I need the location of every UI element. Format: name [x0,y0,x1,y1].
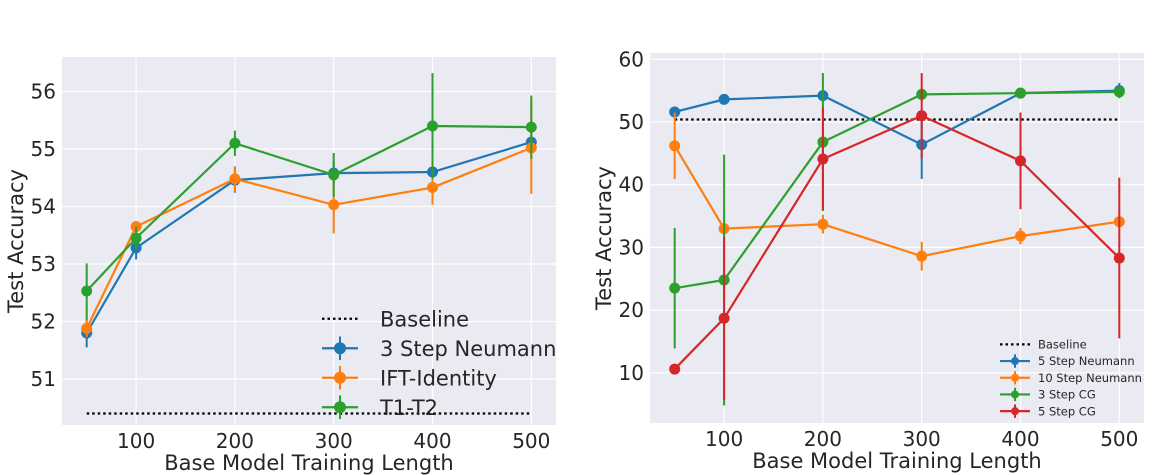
y-tick-label: 52 [31,310,56,334]
x-tick-label: 300 [315,429,353,453]
legend-swatch-marker [334,401,346,414]
data-point [328,169,340,181]
x-tick-label: 400 [1001,427,1039,451]
y-tick-label: 60 [619,47,644,71]
x-tick-label: 500 [512,429,550,453]
data-point [1015,87,1026,99]
data-point [669,363,681,375]
data-point [130,232,142,244]
series-line [673,145,1120,258]
data-point [1113,252,1125,264]
data-point [669,282,681,294]
legend-label: IFT-Identity [380,366,497,390]
legend-swatch-marker [334,342,346,355]
legend-label: 5 Step Neumann [1038,354,1135,368]
legend-swatch-marker [334,371,346,384]
y-tick-label: 51 [31,367,56,391]
series-line [673,114,1121,370]
series-line [85,146,532,329]
legend: Baseline 5 Step Neumann 10 Step Neumann 3 S… [1000,337,1142,418]
y-axis-label: Test Accuracy [592,166,616,311]
series-t1-t2 [81,73,537,319]
legend-label: 5 Step CG [1038,404,1096,418]
y-tick-label: 56 [31,80,56,104]
series-line [85,141,532,334]
x-tick-label: 200 [804,427,842,451]
data-point [229,173,241,185]
x-tick-label: 400 [413,429,451,453]
legend-swatch-marker [1011,407,1019,416]
data-point [229,137,241,149]
x-axis-label: Base Model Training Length [164,451,454,475]
data-point [81,322,93,334]
data-point [669,140,681,152]
x-tick-label: 100 [117,429,155,453]
legend-swatch-marker [1011,390,1019,399]
legend-swatch-marker [1011,357,1019,366]
y-tick-label: 10 [619,361,644,385]
y-tick-label: 20 [619,298,644,322]
data-point [916,250,928,262]
data-point [1113,86,1125,98]
data-point [427,182,438,194]
legend-label: Baseline [1038,337,1087,351]
y-tick-label: 54 [31,195,56,219]
series-line [674,90,1120,290]
y-tick-label: 30 [619,235,644,259]
data-point [817,153,829,165]
x-tick-label: 300 [903,427,941,451]
data-point [1015,155,1026,167]
data-point [817,218,829,230]
y-tick-label: 55 [31,137,56,161]
data-point [1015,230,1026,242]
left-chart: 100 200 300 400 500 51 52 53 54 55 56 Base Model Tr… [4,57,556,475]
data-point [669,106,681,118]
data-point [718,93,730,105]
legend-label: 3 Step Neumann [380,337,556,361]
right-chart: 100 200 300 400 500 10 20 30 40 50 60 Base Model Tr… [592,47,1144,473]
y-tick-label: 53 [31,252,56,276]
series-line [85,124,532,292]
x-tick-label: 200 [216,429,254,453]
x-tick-label: 500 [1100,427,1138,451]
legend-label: Baseline [380,307,469,331]
x-tick-label: 100 [705,427,743,451]
legend: Baseline 3 Step Neumann IFT-Identity T1-T2 [322,307,556,420]
data-point [916,110,928,122]
data-point [525,121,537,133]
series-5-step-cg [669,73,1125,400]
data-point [427,120,438,132]
data-point [328,199,340,211]
y-tick-label: 50 [619,110,644,134]
plot-area [650,53,1144,423]
legend-label: 10 Step Neumann [1038,371,1142,385]
data-point [81,285,93,297]
y-axis-label: Test Accuracy [4,169,28,314]
legend-label: T1-T2 [379,396,438,420]
x-axis-label: Base Model Training Length [752,449,1042,473]
data-point [718,312,730,324]
legend-swatch-marker [1011,373,1019,382]
legend-label: 3 Step CG [1038,388,1096,402]
y-tick-label: 40 [619,173,644,197]
